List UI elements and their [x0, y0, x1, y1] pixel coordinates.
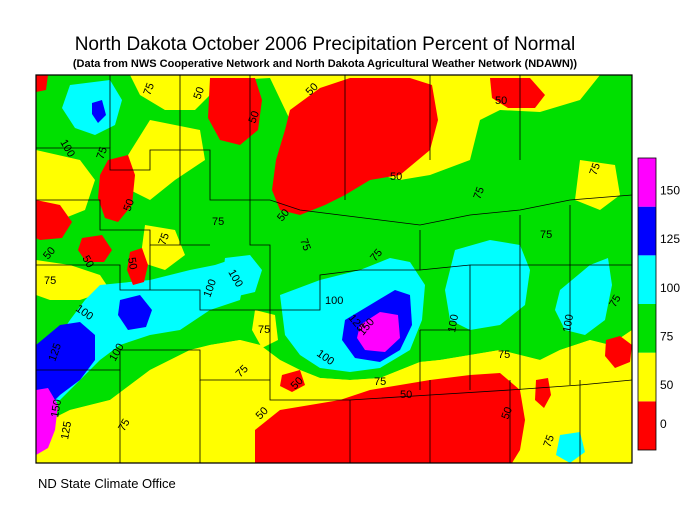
contour-label-50: 50: [495, 95, 507, 107]
contour-label-75: 75: [95, 145, 110, 161]
legend-swatch-75: [638, 304, 656, 353]
credit-text: ND State Climate Office: [38, 476, 176, 491]
contour-label-125: 125: [59, 420, 74, 440]
contour-label-75: 75: [607, 293, 624, 310]
contour-label-50: 50: [79, 254, 96, 271]
contour-label-150: 150: [49, 398, 64, 418]
contour-label-100: 100: [446, 313, 461, 333]
zone-0-50: [36, 75, 632, 463]
map-title: North Dakota October 2006 Precipitation …: [74, 34, 576, 55]
contour-label-75: 75: [258, 324, 270, 336]
legend-swatch-150: [638, 158, 656, 207]
contour-label-50: 50: [122, 197, 137, 213]
contour-label-75: 75: [157, 231, 172, 247]
contour-label-75: 75: [212, 216, 224, 228]
contour-label-50: 50: [390, 171, 402, 183]
contour-label-75: 75: [374, 376, 386, 388]
legend-label-150: 150: [660, 184, 680, 198]
contour-label-75: 75: [472, 185, 487, 201]
contour-label-75: 75: [297, 237, 312, 253]
contour-label-75: 75: [540, 229, 552, 241]
contour-label-100: 100: [325, 295, 343, 307]
legend-label-75: 75: [660, 330, 674, 344]
contour-label-75: 75: [588, 161, 603, 177]
contour-label-50: 50: [400, 389, 412, 401]
contour-label-100: 100: [561, 313, 576, 333]
map-subtitle: (Data from NWS Cooperative Network and N…: [72, 58, 578, 70]
legend-label-125: 125: [660, 232, 680, 246]
contour-label-125: 125: [47, 342, 65, 363]
contour-label-100: 100: [202, 278, 220, 299]
county-lines: [35, 74, 633, 464]
contour-label-75: 75: [116, 417, 133, 434]
legend-label-0: 0: [660, 417, 667, 431]
legend-swatch-100: [638, 255, 656, 304]
contour-label-75: 75: [44, 275, 56, 287]
contour-label-50: 50: [500, 405, 515, 421]
contour-label-75: 75: [542, 433, 557, 449]
contour-label-50: 50: [125, 256, 139, 270]
contour-label-50: 50: [247, 109, 262, 125]
contour-label-50: 50: [192, 85, 207, 101]
zone-150-plus: [36, 312, 400, 455]
legend-swatch-50: [638, 352, 656, 402]
contour-label-75: 75: [142, 81, 157, 97]
legend-label-50: 50: [660, 378, 674, 392]
legend-border: [637, 157, 657, 451]
legend-swatch-0: [638, 401, 656, 450]
legend-label-100: 100: [660, 281, 680, 295]
contour-label-75: 75: [498, 349, 510, 361]
legend-swatch-125: [638, 206, 656, 256]
